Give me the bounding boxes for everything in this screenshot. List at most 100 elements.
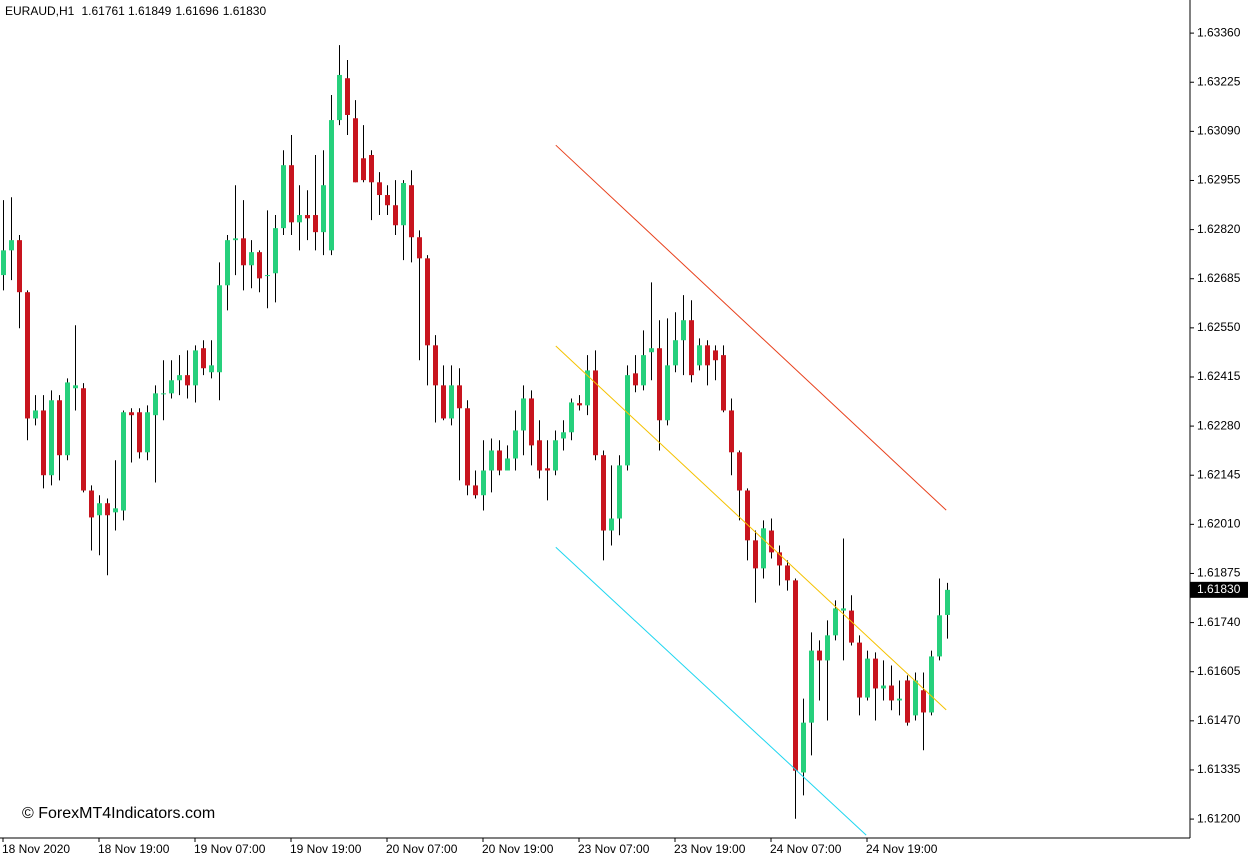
header-high: 1.61849 bbox=[128, 4, 172, 18]
bull-body bbox=[833, 608, 838, 636]
bear-body bbox=[753, 540, 758, 569]
bull-body bbox=[145, 412, 150, 453]
bear-body bbox=[657, 348, 662, 421]
bear-body bbox=[817, 650, 822, 661]
bull-body bbox=[801, 722, 806, 773]
bear-body bbox=[777, 552, 782, 566]
bear-body bbox=[369, 155, 374, 183]
bear-body bbox=[921, 690, 926, 713]
bull-body bbox=[209, 365, 214, 373]
bull-body bbox=[297, 215, 302, 223]
bull-body bbox=[649, 348, 654, 353]
bear-body bbox=[385, 195, 390, 206]
bear-body bbox=[441, 385, 446, 419]
bull-body bbox=[249, 252, 254, 266]
y-tick-label: 1.62955 bbox=[1197, 173, 1241, 187]
bull-body bbox=[641, 355, 646, 386]
bear-body bbox=[377, 182, 382, 196]
bear-body bbox=[241, 238, 246, 266]
bull-body bbox=[761, 528, 766, 569]
bull-body bbox=[9, 240, 14, 251]
x-tick-label: 23 Nov 19:00 bbox=[674, 842, 746, 856]
bear-body bbox=[737, 452, 742, 491]
bear-body bbox=[769, 530, 774, 553]
bear-body bbox=[393, 205, 398, 226]
bull-body bbox=[673, 340, 678, 366]
bull-body bbox=[609, 518, 614, 531]
trendline bbox=[555, 345, 947, 711]
bear-body bbox=[409, 185, 414, 238]
bear-body bbox=[689, 320, 694, 376]
bear-body bbox=[601, 455, 606, 531]
bear-body bbox=[313, 215, 318, 233]
bear-body bbox=[129, 412, 134, 416]
bear-body bbox=[713, 350, 718, 361]
bear-body bbox=[857, 642, 862, 698]
x-tick-label: 19 Nov 19:00 bbox=[290, 842, 362, 856]
bear-body bbox=[345, 78, 350, 115]
bull-body bbox=[1, 250, 6, 276]
bull-body bbox=[121, 412, 126, 511]
bull-body bbox=[825, 635, 830, 661]
bull-body bbox=[233, 238, 238, 241]
y-tick-label: 1.62820 bbox=[1197, 222, 1241, 236]
bear-body bbox=[305, 215, 310, 219]
x-tick-label: 19 Nov 07:00 bbox=[194, 842, 266, 856]
bear-body bbox=[537, 440, 542, 471]
bull-body bbox=[865, 658, 870, 698]
bear-body bbox=[433, 345, 438, 386]
y-tick-label: 1.61335 bbox=[1197, 762, 1241, 776]
watermark: © ForexMT4Indicators.com bbox=[22, 805, 215, 822]
bull-body bbox=[505, 458, 510, 471]
header-close: 1.61830 bbox=[223, 4, 267, 18]
bull-body bbox=[193, 350, 198, 386]
bear-body bbox=[849, 610, 854, 643]
bull-body bbox=[49, 400, 54, 476]
bull-body bbox=[625, 375, 630, 466]
y-tick-label: 1.61470 bbox=[1197, 713, 1241, 727]
bull-body bbox=[217, 285, 222, 373]
bear-body bbox=[41, 410, 46, 476]
y-tick-label: 1.62415 bbox=[1197, 369, 1241, 383]
bear-body bbox=[457, 385, 462, 409]
bear-body bbox=[785, 565, 790, 581]
x-tick-label: 20 Nov 19:00 bbox=[482, 842, 554, 856]
bear-body bbox=[417, 237, 422, 259]
bear-body bbox=[465, 408, 470, 486]
bear-body bbox=[81, 388, 86, 491]
bear-body bbox=[257, 252, 262, 279]
bear-body bbox=[473, 485, 478, 496]
bear-body bbox=[497, 450, 502, 471]
bear-body bbox=[545, 468, 550, 471]
bull-body bbox=[489, 450, 494, 471]
y-tick-label: 1.63090 bbox=[1197, 124, 1241, 138]
bull-body bbox=[281, 165, 286, 229]
bull-body bbox=[225, 240, 230, 286]
y-tick-label: 1.62010 bbox=[1197, 517, 1241, 531]
y-tick-label: 1.63225 bbox=[1197, 74, 1241, 88]
bull-body bbox=[265, 275, 270, 277]
bear-body bbox=[889, 685, 894, 701]
y-tick-label: 1.61740 bbox=[1197, 615, 1241, 629]
bull-body bbox=[329, 120, 334, 251]
y-tick-label: 1.62550 bbox=[1197, 320, 1241, 334]
bull-body bbox=[401, 183, 406, 226]
bull-body bbox=[153, 393, 158, 416]
y-tick-label: 1.63360 bbox=[1197, 25, 1241, 39]
bear-body bbox=[57, 400, 62, 456]
bear-body bbox=[201, 348, 206, 369]
bear-body bbox=[593, 370, 598, 456]
bull-body bbox=[809, 650, 814, 723]
bull-body bbox=[481, 470, 486, 496]
bull-body bbox=[881, 685, 886, 689]
y-tick-label: 1.62280 bbox=[1197, 418, 1241, 432]
bull-body bbox=[521, 398, 526, 431]
bull-body bbox=[585, 370, 590, 406]
bull-body bbox=[97, 503, 102, 516]
bull-body bbox=[33, 410, 38, 419]
y-tick-label: 1.61605 bbox=[1197, 664, 1241, 678]
bull-body bbox=[65, 382, 70, 456]
bear-body bbox=[361, 158, 366, 181]
y-tick-label: 1.62685 bbox=[1197, 271, 1241, 285]
